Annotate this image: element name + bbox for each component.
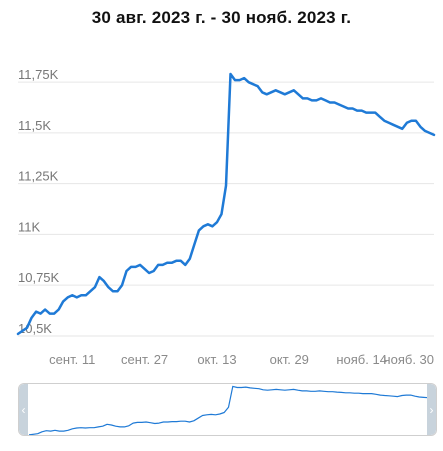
chevron-right-icon: › xyxy=(429,402,434,417)
y-tick-label: 10,5K xyxy=(18,321,52,336)
navigator-right-handle[interactable]: › xyxy=(427,384,436,435)
navigator-series-line xyxy=(28,385,429,435)
y-tick-label: 10,75K xyxy=(18,270,60,285)
x-tick-label: сент. 27 xyxy=(121,352,168,367)
y-tick-label: 11,25K xyxy=(18,169,59,184)
x-tick-label: окт. 29 xyxy=(270,352,309,367)
y-tick-label: 11,75K xyxy=(18,67,59,82)
y-tick-label: 11,5K xyxy=(18,118,51,133)
navigator-left-handle[interactable]: ‹ xyxy=(19,384,28,435)
x-tick-label: сент. 11 xyxy=(49,352,95,367)
chart-title: 30 авг. 2023 г. - 30 нояб. 2023 г. xyxy=(91,8,352,27)
navigator-mini-chart xyxy=(28,385,429,435)
x-tick-label: нояб. 30 xyxy=(383,352,434,367)
chevron-left-icon: ‹ xyxy=(21,402,26,417)
x-tick-label: окт. 13 xyxy=(197,352,236,367)
series-line xyxy=(16,72,436,336)
range-navigator[interactable]: ‹ › xyxy=(18,383,437,436)
line-chart: 10,5K 10,75K 11K 11,25K 11,5K 11,75K сент. 11 с… xyxy=(16,67,436,367)
x-tick-label: нояб. 14 xyxy=(336,352,387,367)
y-tick-label: 11K xyxy=(18,219,40,234)
